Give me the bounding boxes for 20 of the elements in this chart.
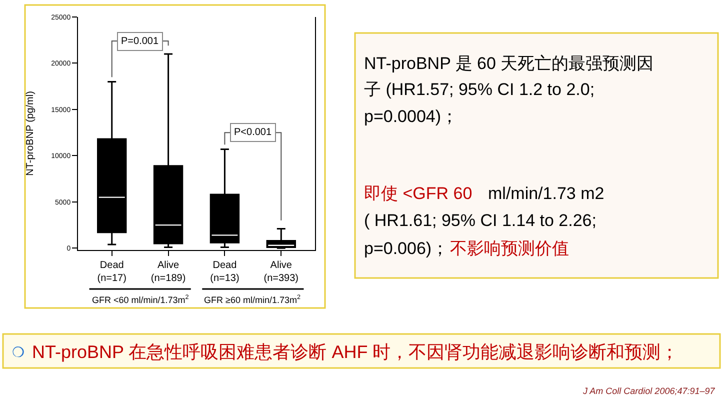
text: NT-proBNP 是 60 天死亡的最强预测因 <box>364 54 654 73</box>
text: NT-proBNP 在急性呼吸困难患者诊断 AHF 时，不因肾功能减退影响诊断和预测； <box>32 342 679 362</box>
x-tick-label: Dead (n=13) <box>210 260 240 284</box>
x-tick-label: Dead (n=17) <box>97 260 126 284</box>
x-tick-label: Alive (n=393) <box>264 260 299 284</box>
text: p=0.0004)； <box>364 107 458 126</box>
text: 即使 <GFR 60 <box>364 184 472 203</box>
x-tick-label: Alive (n=189) <box>150 260 186 284</box>
text: GFR ≥60 ml/min/1.73m$^{2}$ <box>204 294 301 305</box>
text: ❍ <box>12 344 25 360</box>
annotation: P=0.001 <box>121 36 159 47</box>
text: p=0.006)； <box>364 239 449 258</box>
text: GFR <60 ml/min/1.73m$^{2}$ <box>92 294 190 305</box>
text: 不影响预测价值 <box>450 239 569 258</box>
text: J Am Coll Cardiol 2006;47:91–97 <box>582 386 716 396</box>
text: 子 (HR1.57; 95% CI 1.2 to 2.0; <box>364 80 595 99</box>
annotation: P<0.001 <box>234 127 272 138</box>
text: ( HR1.61; 95% CI 1.14 to 2.26; <box>364 211 596 230</box>
y-axis-title: NT-proBNP (pg/ml) <box>25 91 36 176</box>
text: ml/min/1.73 m2 <box>488 184 604 203</box>
